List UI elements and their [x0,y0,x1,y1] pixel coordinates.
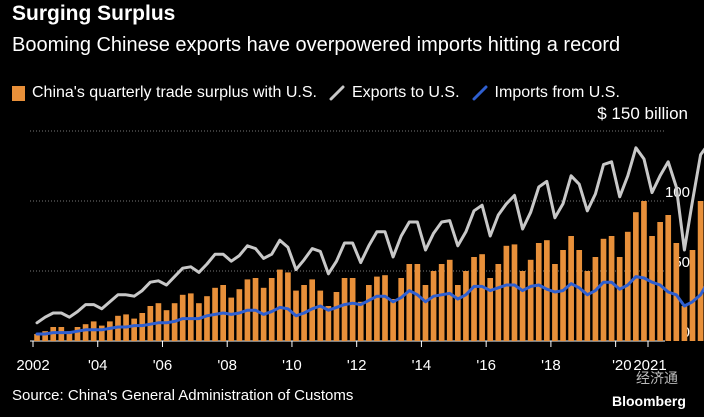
surplus-bar [390,299,396,341]
source-note: Source: China's General Administration o… [12,387,354,404]
surplus-bar [592,257,599,341]
x-tick-label: 2002 [16,357,49,374]
x-tick-label: '20 [612,357,632,374]
legend: China's quarterly trade surplus with U.S… [12,81,632,105]
surplus-bar [204,296,210,341]
surplus-bar [608,236,615,341]
surplus-bar [66,331,73,341]
surplus-bar [422,285,429,341]
chart-subtitle: Booming Chinese exports have overpowered… [12,34,621,56]
exports-line [35,146,704,325]
surplus-bar [527,259,534,341]
surplus-bar [552,264,558,341]
x-tick-label: '06 [153,357,173,374]
surplus-bar [479,254,485,341]
surplus-bar [657,222,663,341]
surplus-bar [365,285,372,341]
surplus-bar [511,244,518,341]
legend-item-imports: Imports from U.S. [472,84,620,102]
surplus-bar [616,257,623,341]
surplus-bar [349,278,356,341]
watermark: 经济通 [636,370,678,386]
x-tick-label: '18 [541,357,561,374]
y-axis-top-label: $ 150 billion [597,104,688,123]
surplus-bar [406,264,413,341]
surplus-bar [98,325,105,341]
x-tick-label: '10 [282,357,302,374]
surplus-bar [600,238,607,341]
surplus-bar [131,318,137,341]
x-tick-label: '04 [88,357,108,374]
x-tick-label: '14 [412,357,432,374]
surplus-bar [228,297,235,341]
surplus-bar [584,271,591,341]
surplus-bar [697,201,704,341]
surplus-bar [398,278,405,341]
surplus-bar [374,276,380,341]
surplus-bar [455,285,461,341]
surplus-bar [487,278,494,341]
surplus-bar [649,236,655,341]
surplus-bar [576,250,583,341]
surplus-bar [34,334,40,341]
legend-item-surplus: China's quarterly trade surplus with U.S… [12,84,317,102]
surplus-bar [503,245,510,341]
surplus-bar [689,250,696,341]
imports-line-icon [472,85,488,101]
surplus-bar [196,303,202,341]
surplus-bar [463,271,469,341]
surplus-bar [446,259,453,341]
x-tick-label: '16 [476,357,496,374]
chart-title: Surging Surplus [12,2,176,25]
surplus-bar [268,278,275,341]
surplus-bar [42,331,48,341]
surplus-bar [341,278,348,341]
legend-label-exports: Exports to U.S. [351,84,460,101]
surplus-bar [382,275,388,341]
exports-line-icon [329,85,345,101]
surplus-bar [236,289,243,341]
x-tick-label: '12 [347,357,367,374]
legend-label-surplus: China's quarterly trade surplus with U.S… [32,84,317,101]
x-tick-label: 2021 [633,357,666,374]
surplus-bar [107,321,113,341]
surplus-bar [568,236,574,341]
surplus-bar [325,306,332,341]
bloomberg-logo: Bloomberg [612,393,686,409]
surplus-bar [82,324,89,341]
surplus-bar [681,306,688,341]
surplus-bar [317,290,324,341]
surplus-bar [285,272,291,341]
surplus-bar [641,201,647,341]
surplus-bar [535,243,542,341]
surplus-bar [430,271,437,341]
surplus-bar [495,264,502,341]
x-tick-label: '08 [217,357,237,374]
surplus-bar [471,257,477,341]
surplus-bar [560,250,566,341]
imports-line [35,275,704,336]
surplus-bar [276,269,283,341]
surplus-swatch-icon [12,85,25,101]
surplus-bar [74,327,81,341]
surplus-bar [163,310,170,341]
surplus-bar [673,243,680,341]
surplus-bar [414,264,421,341]
surplus-bar [438,264,445,341]
surplus-bar [519,271,526,341]
legend-label-imports: Imports from U.S. [494,84,620,101]
surplus-bar [357,301,364,341]
legend-item-exports: Exports to U.S. [329,84,460,102]
surplus-bar [333,292,340,341]
surplus-bar [665,215,672,341]
